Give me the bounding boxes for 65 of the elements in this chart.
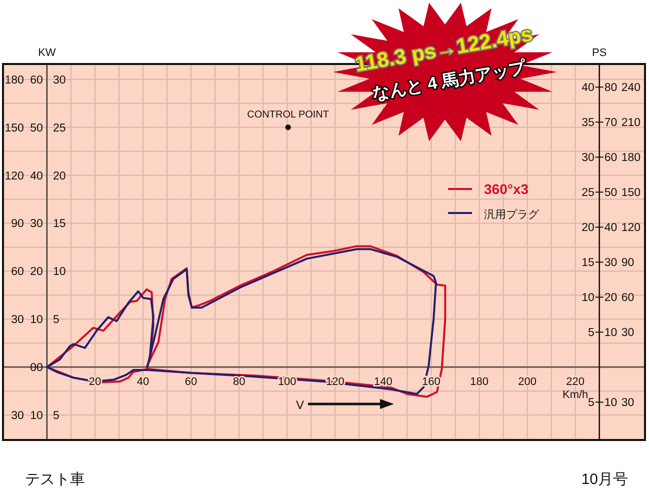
annotation: 120 xyxy=(4,170,24,182)
annotation: 20 xyxy=(604,292,618,304)
annotation: 150 xyxy=(621,187,641,200)
y-tick-label: 5 xyxy=(52,410,60,422)
y2-tick-label: 15 xyxy=(582,257,594,270)
y-tick-label: 20 xyxy=(52,170,66,182)
y3-tick-label: 10 xyxy=(30,410,43,422)
y-tick-label: 5 xyxy=(52,314,60,326)
annotation: 80 xyxy=(604,82,618,94)
y2-axis-title: PS xyxy=(592,47,607,59)
y3-tick-label: 50 xyxy=(30,122,43,134)
x-tick-label: 120 xyxy=(326,376,344,388)
annotation: 90 xyxy=(621,257,634,270)
y2-tick-label: 20 xyxy=(582,222,594,234)
text: 10月号 xyxy=(581,471,628,488)
y-tick-label: 30 xyxy=(52,74,66,86)
y2-tick-label: 5 xyxy=(588,327,594,340)
annotation: 90 xyxy=(11,218,24,230)
annotation: CONTROL POINT xyxy=(247,109,330,120)
annotation: 60 xyxy=(604,152,618,164)
text: テスト車 xyxy=(25,471,85,488)
annotation: 30 xyxy=(621,327,634,340)
y-axis-title: KW xyxy=(38,47,56,59)
y3-tick-label: 10 xyxy=(30,314,43,326)
y2-tick-label: 10 xyxy=(582,292,594,304)
x-axis-title: Km/h xyxy=(562,389,588,402)
x-tick-label: 180 xyxy=(470,376,488,388)
legend-label: 360°x3 xyxy=(484,181,529,197)
y2-tick-label: 5 xyxy=(588,397,594,410)
y-tick-label: 10 xyxy=(52,266,66,278)
y3-tick-label: 20 xyxy=(30,266,43,278)
annotation: 210 xyxy=(621,117,641,130)
y2-tick-label: 30 xyxy=(582,152,594,164)
x-tick-label: 60 xyxy=(184,376,198,388)
y2-tick-label: 35 xyxy=(582,117,594,130)
annotation: 180 xyxy=(4,74,24,86)
y2-tick-label: 40 xyxy=(582,82,594,94)
y-tick-label: 15 xyxy=(52,218,66,230)
x-tick-label: 40 xyxy=(136,376,150,388)
annotation: V xyxy=(296,398,304,412)
annotation: 240 xyxy=(621,82,641,94)
x-tick-label: 140 xyxy=(374,376,392,388)
annotation: 60 xyxy=(621,292,634,304)
annotation: 180 xyxy=(621,152,641,164)
x-tick-label: 220 xyxy=(566,376,585,388)
annotation: 70 xyxy=(604,117,618,130)
annotation: 40 xyxy=(604,222,618,234)
annotation: 30 xyxy=(621,397,634,410)
legend-label: 汎用プラグ xyxy=(484,208,540,221)
y-tick-label: 25 xyxy=(52,122,66,134)
annotation: 30 xyxy=(11,314,24,326)
annotation: 30 xyxy=(604,257,618,270)
y3-tick-label: 60 xyxy=(30,74,43,86)
annotation: 150 xyxy=(4,122,24,134)
annotation: 10 xyxy=(604,327,618,340)
annotation: 30 xyxy=(11,410,24,422)
annotation: 60 xyxy=(11,266,24,278)
annotation: 120 xyxy=(621,222,641,234)
x-tick-label: 200 xyxy=(518,376,536,388)
y2-tick-label: 25 xyxy=(582,187,594,200)
annotation: 50 xyxy=(604,187,618,200)
y3-tick-label: 40 xyxy=(30,170,43,182)
y3-tick-label: 30 xyxy=(30,218,43,230)
x-tick-label: 80 xyxy=(232,376,246,388)
annotation: 10 xyxy=(604,397,618,410)
